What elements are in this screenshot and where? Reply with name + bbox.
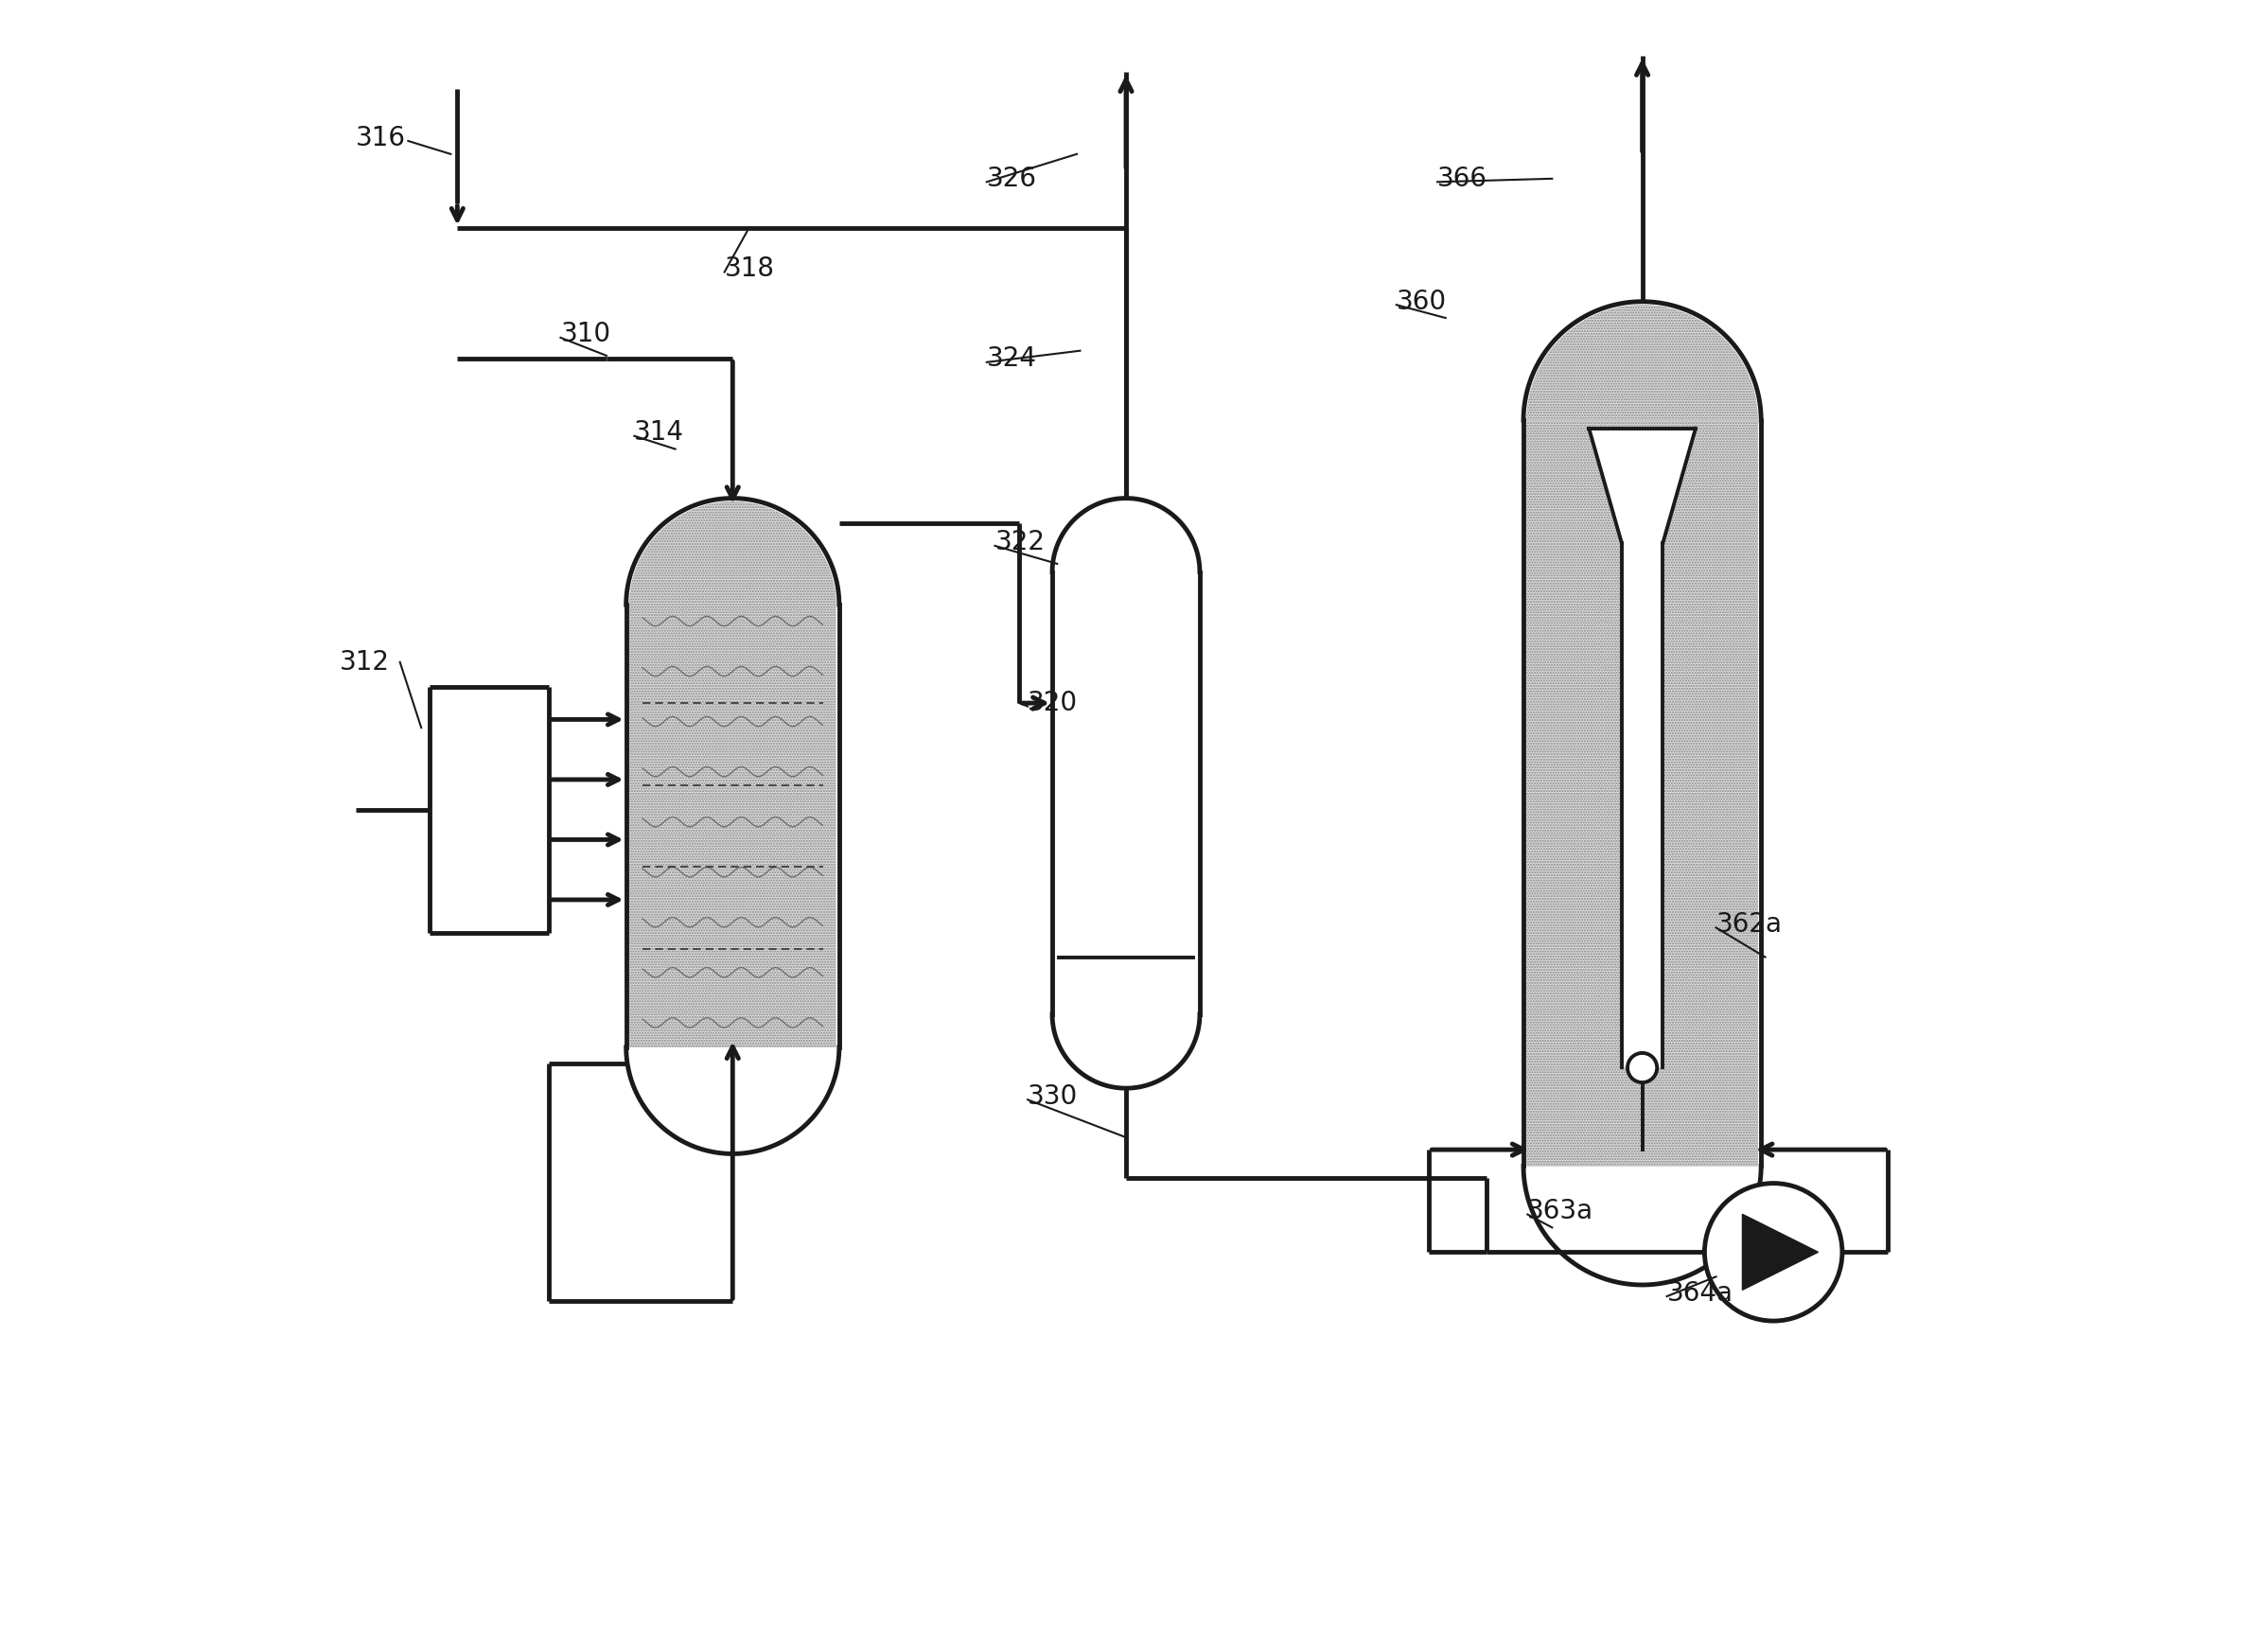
Text: 364a: 364a: [1666, 1280, 1734, 1307]
Text: 312: 312: [340, 649, 390, 676]
Circle shape: [1628, 1052, 1657, 1082]
Text: 360: 360: [1396, 289, 1446, 316]
Circle shape: [1705, 1183, 1842, 1322]
Text: 362a: 362a: [1716, 912, 1781, 938]
Text: 322: 322: [995, 529, 1045, 555]
Polygon shape: [1743, 1214, 1817, 1290]
Text: 326: 326: [986, 165, 1036, 192]
Text: 316: 316: [356, 124, 405, 150]
Text: 320: 320: [1027, 691, 1079, 717]
Text: 366: 366: [1437, 165, 1489, 192]
Text: 330: 330: [1027, 1084, 1079, 1110]
Text: 314: 314: [635, 420, 685, 446]
Polygon shape: [1590, 428, 1696, 544]
Polygon shape: [628, 502, 835, 1047]
Polygon shape: [1624, 544, 1662, 1067]
Text: 318: 318: [725, 256, 775, 282]
Polygon shape: [1527, 306, 1759, 1166]
Text: 310: 310: [561, 320, 610, 347]
Text: 363a: 363a: [1527, 1198, 1594, 1224]
Text: 324: 324: [986, 345, 1036, 372]
